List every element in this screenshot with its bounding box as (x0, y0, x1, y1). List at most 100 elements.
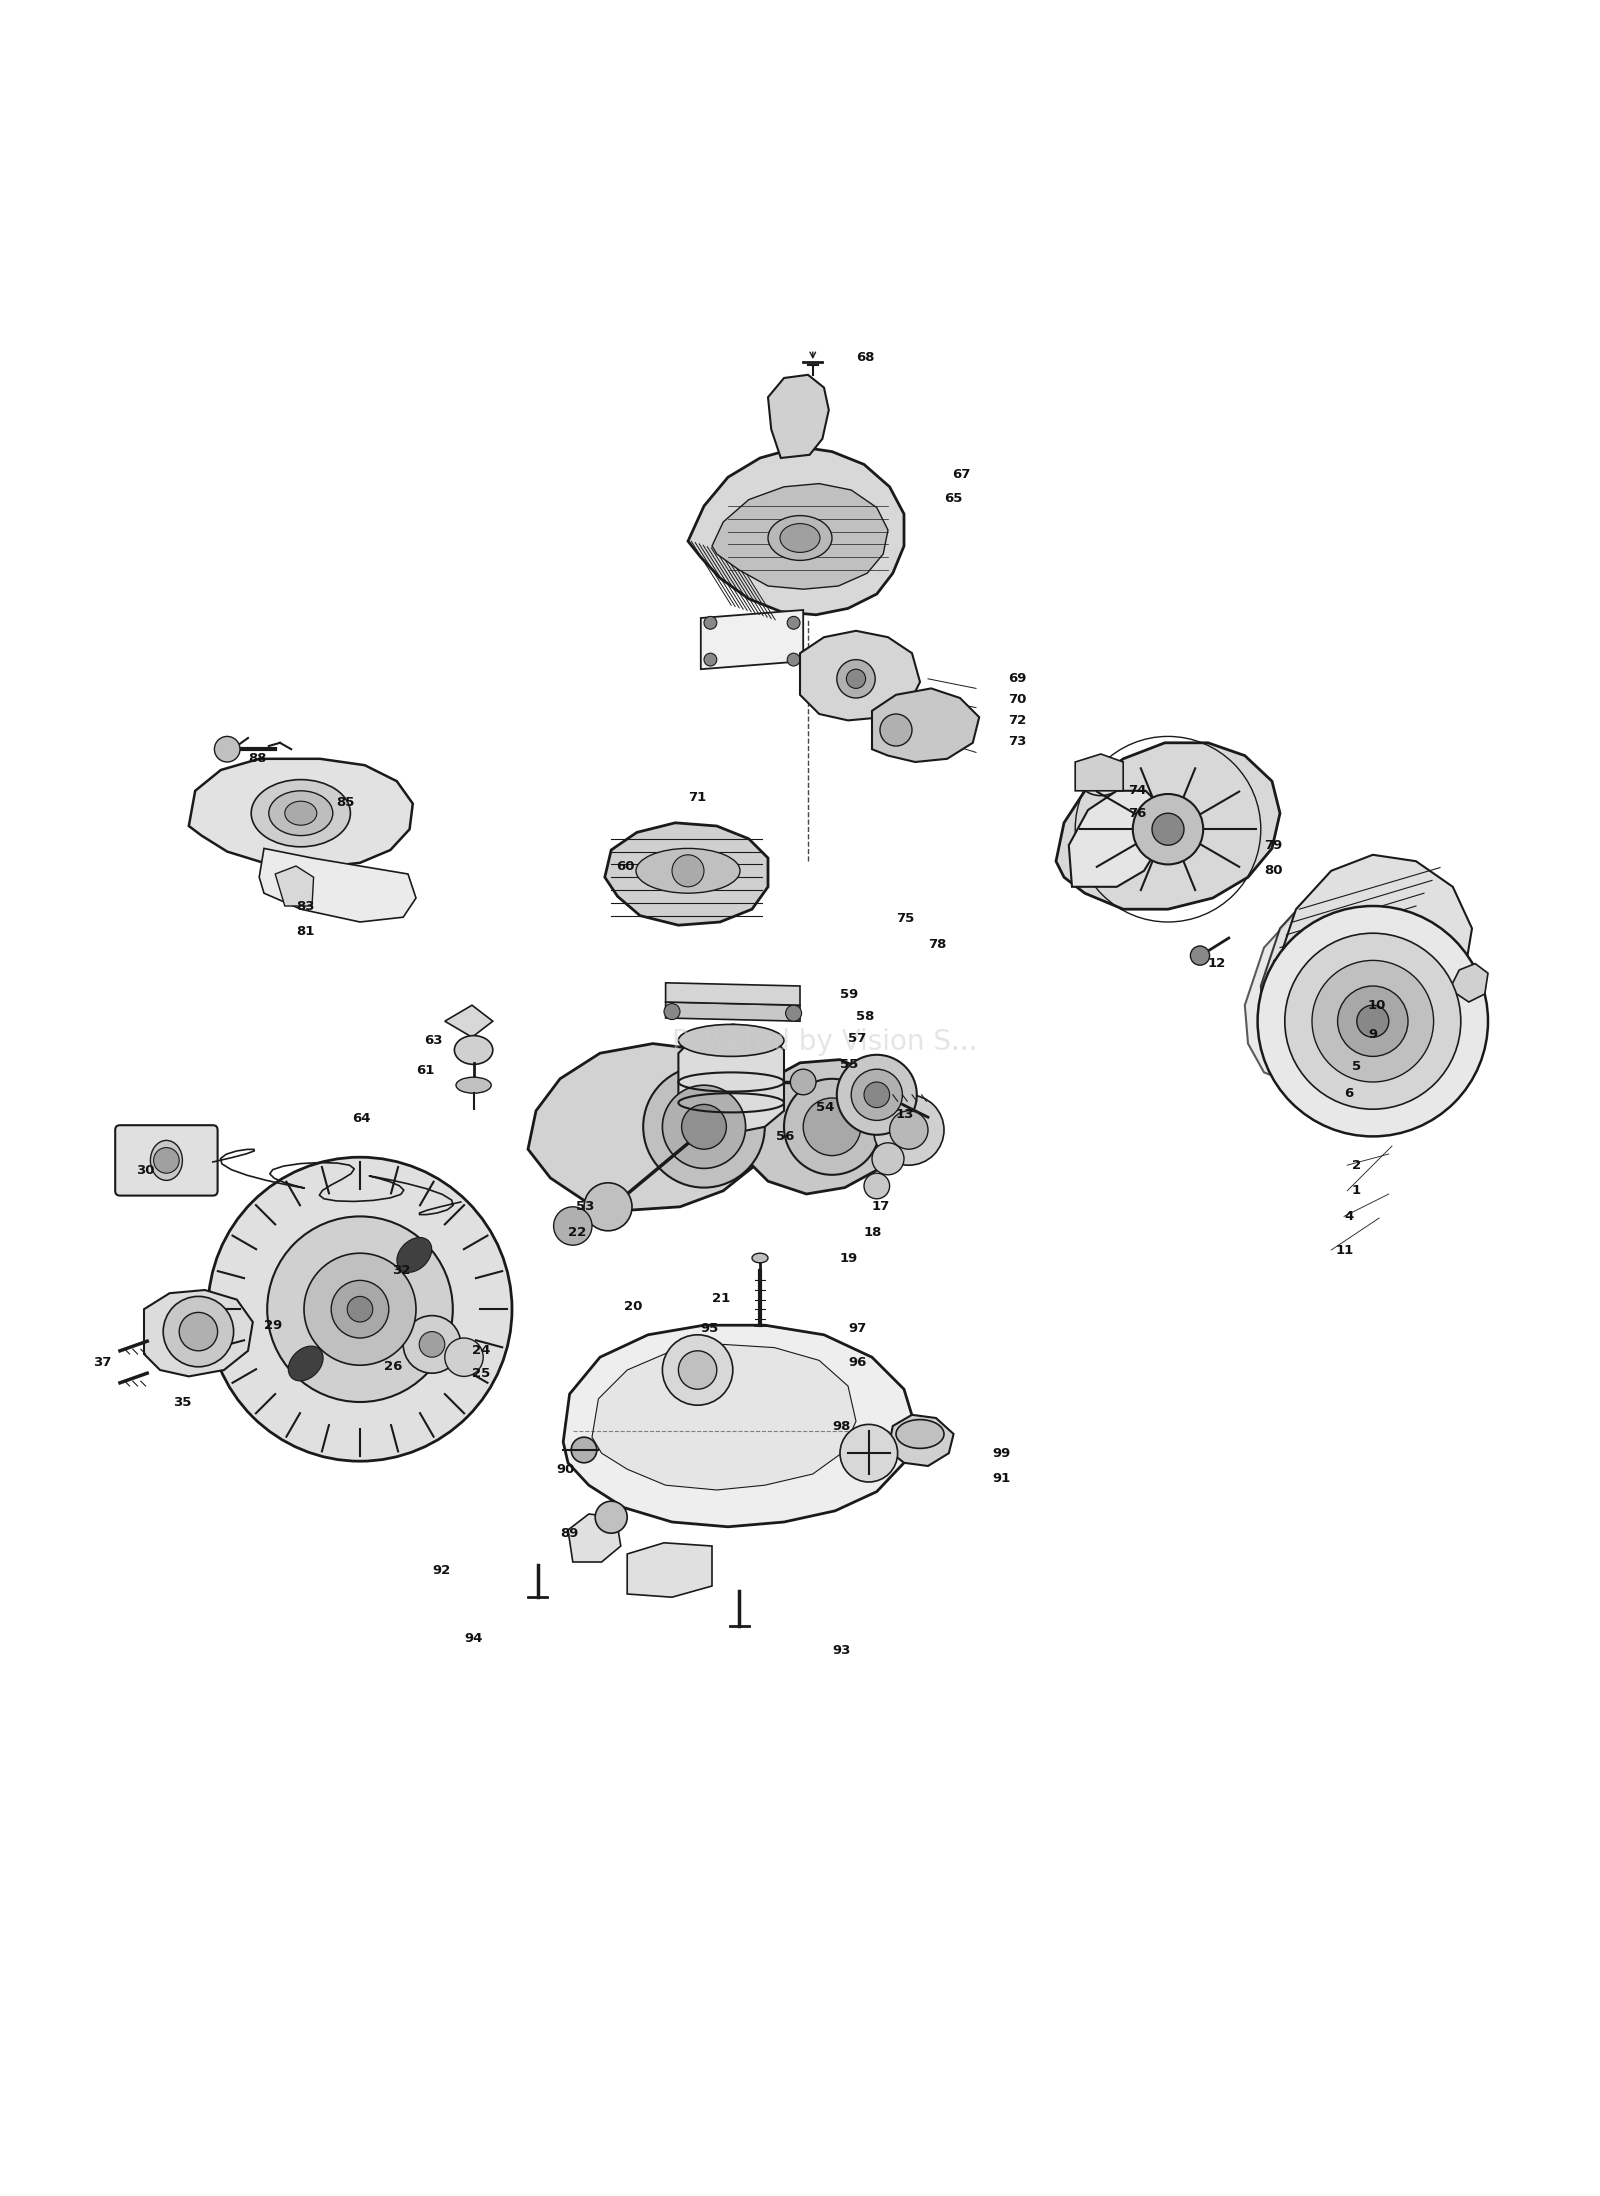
Circle shape (403, 1315, 461, 1372)
Ellipse shape (768, 516, 832, 560)
Circle shape (790, 1069, 816, 1096)
Text: 83: 83 (296, 900, 315, 914)
Polygon shape (568, 1513, 621, 1561)
Text: 68: 68 (856, 351, 875, 365)
Circle shape (571, 1436, 597, 1463)
Text: 65: 65 (944, 492, 962, 505)
Circle shape (419, 1331, 445, 1357)
Circle shape (872, 1142, 904, 1175)
Ellipse shape (456, 1078, 491, 1094)
Circle shape (837, 1054, 917, 1135)
Ellipse shape (637, 848, 739, 894)
Text: 17: 17 (872, 1201, 890, 1214)
Text: 85: 85 (336, 795, 354, 808)
Ellipse shape (781, 523, 819, 553)
Text: 58: 58 (856, 1010, 874, 1023)
Circle shape (154, 1149, 179, 1173)
Circle shape (678, 1351, 717, 1390)
Text: 97: 97 (848, 1322, 866, 1335)
Text: 13: 13 (896, 1107, 914, 1120)
Circle shape (179, 1313, 218, 1351)
Text: 89: 89 (560, 1526, 578, 1539)
Circle shape (208, 1157, 512, 1460)
Circle shape (704, 617, 717, 630)
Polygon shape (872, 687, 979, 762)
Polygon shape (1261, 874, 1456, 1069)
Text: 70: 70 (1008, 694, 1026, 707)
Text: 71: 71 (688, 791, 706, 804)
Polygon shape (666, 1001, 800, 1021)
Polygon shape (605, 824, 768, 925)
Text: 80: 80 (1264, 865, 1283, 876)
Polygon shape (189, 760, 413, 867)
Text: 9: 9 (1368, 1028, 1378, 1041)
Ellipse shape (285, 802, 317, 826)
Text: 81: 81 (296, 925, 314, 938)
Text: 5: 5 (1352, 1058, 1362, 1072)
Polygon shape (736, 1061, 899, 1195)
Polygon shape (666, 984, 800, 1006)
Polygon shape (1056, 742, 1280, 909)
Polygon shape (445, 1006, 493, 1037)
Circle shape (874, 1096, 944, 1166)
Text: 96: 96 (848, 1355, 866, 1368)
Text: 91: 91 (992, 1471, 1010, 1484)
Polygon shape (712, 483, 888, 589)
Polygon shape (888, 1414, 954, 1467)
Polygon shape (259, 848, 416, 922)
Circle shape (786, 1006, 802, 1021)
Circle shape (840, 1425, 898, 1482)
Circle shape (890, 1111, 928, 1149)
Text: 93: 93 (832, 1643, 850, 1656)
Text: 25: 25 (472, 1366, 490, 1379)
Text: 20: 20 (624, 1300, 642, 1313)
Polygon shape (592, 1344, 856, 1491)
Text: 22: 22 (568, 1225, 586, 1239)
Text: 53: 53 (576, 1201, 594, 1214)
Text: 32: 32 (392, 1265, 410, 1278)
Circle shape (662, 1085, 746, 1168)
Text: 12: 12 (1208, 957, 1226, 971)
Circle shape (864, 1173, 890, 1199)
Circle shape (595, 1502, 627, 1533)
Text: 6: 6 (1344, 1087, 1354, 1100)
Circle shape (837, 659, 875, 698)
Text: 72: 72 (1008, 714, 1026, 727)
FancyBboxPatch shape (115, 1124, 218, 1195)
Text: 90: 90 (557, 1463, 574, 1476)
Polygon shape (800, 630, 920, 720)
Ellipse shape (1078, 760, 1123, 795)
Text: 1: 1 (1352, 1184, 1362, 1197)
Polygon shape (1450, 964, 1488, 1001)
Text: 99: 99 (992, 1447, 1010, 1460)
Text: 2: 2 (1352, 1159, 1362, 1173)
Circle shape (704, 652, 717, 665)
Circle shape (880, 714, 912, 747)
Circle shape (347, 1296, 373, 1322)
Ellipse shape (896, 1419, 944, 1449)
Text: 61: 61 (416, 1065, 434, 1078)
Text: 64: 64 (352, 1113, 371, 1124)
Text: 11: 11 (1336, 1243, 1354, 1256)
Circle shape (662, 1335, 733, 1405)
Circle shape (267, 1217, 453, 1401)
Text: 88: 88 (248, 753, 267, 764)
Polygon shape (1069, 791, 1162, 887)
Text: 4: 4 (1344, 1210, 1354, 1223)
Circle shape (682, 1105, 726, 1149)
Circle shape (1312, 960, 1434, 1083)
Polygon shape (528, 1043, 771, 1210)
Circle shape (787, 617, 800, 630)
Polygon shape (678, 1023, 784, 1133)
Circle shape (672, 854, 704, 887)
Polygon shape (275, 865, 314, 907)
Text: Powered by Vision S...: Powered by Vision S... (672, 1028, 978, 1056)
Text: 98: 98 (832, 1419, 850, 1432)
Text: 37: 37 (93, 1355, 110, 1368)
Text: 19: 19 (840, 1252, 858, 1265)
Text: 30: 30 (136, 1164, 155, 1177)
Ellipse shape (288, 1346, 323, 1381)
Text: 73: 73 (1008, 736, 1026, 747)
Ellipse shape (397, 1239, 432, 1271)
Ellipse shape (269, 791, 333, 837)
